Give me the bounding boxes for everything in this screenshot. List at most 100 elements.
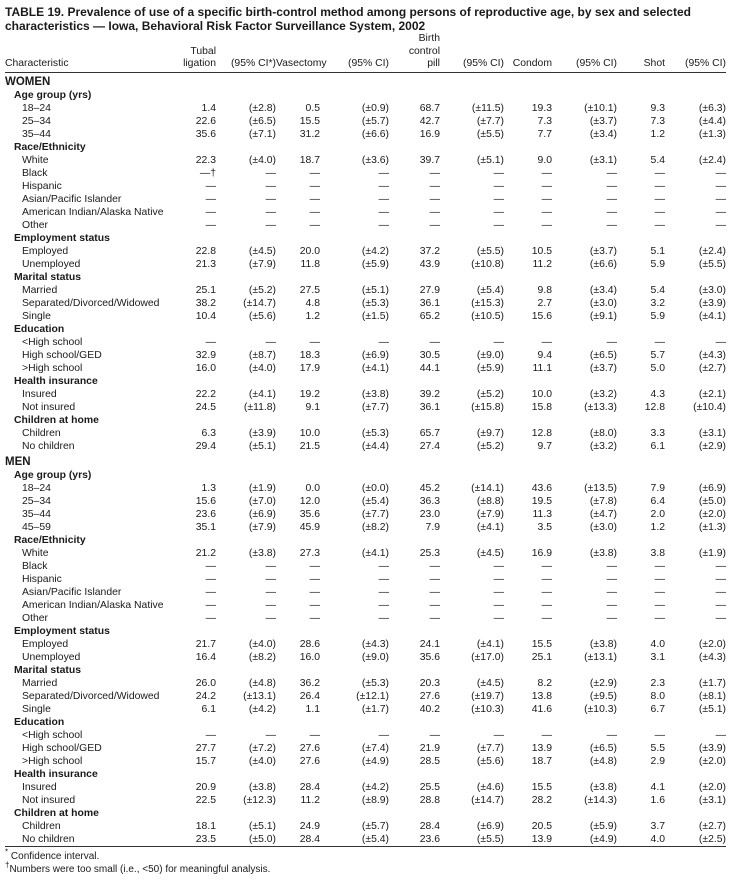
row-label: Hispanic xyxy=(22,180,62,192)
row-label: Married xyxy=(22,284,58,296)
row-label: White xyxy=(22,154,49,166)
table-cell: 7.3 xyxy=(537,115,552,127)
table-cell: 25.5 xyxy=(419,781,440,793)
table-cell: (±5.6) xyxy=(248,310,276,322)
table-title: TABLE 19. Prevalence of use of a specifi… xyxy=(5,5,691,33)
table-row: Employed 21.7 (±4.0) 28.6 (±4.3) 24.1 (±4.1) 15… xyxy=(5,638,726,651)
table-cell: (±7.4) xyxy=(361,742,389,754)
group-label: Age group (yrs) xyxy=(14,469,92,481)
table-cell: (±5.1) xyxy=(361,284,389,296)
table-row: High school/GED 32.9 (±8.7) 18.3 (±6.9) 30.5 (… xyxy=(5,349,726,362)
row-label: Asian/Pacific Islander xyxy=(22,193,122,205)
table-cell: (±4.3) xyxy=(361,638,389,650)
row-label: 35–44 xyxy=(22,128,51,140)
table-cell: — xyxy=(205,336,216,348)
table-cell: (±2.5) xyxy=(698,833,726,845)
row-label: 45–59 xyxy=(22,521,51,533)
table-cell: 5.5 xyxy=(650,742,665,754)
column-header: (95% CI) xyxy=(440,33,504,72)
table-row: Children 6.3 (±3.9) 10.0 (±5.3) 65.7 (±9.7) 12.… xyxy=(5,427,726,440)
table-cell: — xyxy=(654,336,665,348)
section-heading: WOMEN xyxy=(5,72,726,89)
table-cell: 19.2 xyxy=(299,388,320,400)
table-row: Separated/Divorced/Widowed 24.2 (±13.1) 26.… xyxy=(5,690,726,703)
table-cell: — xyxy=(654,206,665,218)
table-cell: — xyxy=(715,599,726,611)
table-cell: 5.4 xyxy=(650,284,665,296)
table-cell: — xyxy=(205,586,216,598)
table-cell: (±5.4) xyxy=(476,284,504,296)
table-cell: 10.5 xyxy=(531,245,552,257)
table-cell: — xyxy=(715,180,726,192)
table-cell: (±2.0) xyxy=(698,755,726,767)
table-cell: (±7.9) xyxy=(476,508,504,520)
table-cell: — xyxy=(493,573,504,585)
table-cell: 7.3 xyxy=(650,115,665,127)
group-heading: Children at home xyxy=(5,807,726,820)
table-cell: 22.2 xyxy=(195,388,216,400)
row-label: Other xyxy=(22,219,48,231)
table-cell: 42.7 xyxy=(419,115,440,127)
table-cell: 11.3 xyxy=(532,508,552,520)
table-row: Asian/Pacific Islander — — — — — — — — — — xyxy=(5,586,726,599)
table-cell: (±14.7) xyxy=(471,794,504,806)
table-cell: — xyxy=(205,206,216,218)
table-cell: (±3.0) xyxy=(589,521,617,533)
table-row: No children 29.4 (±5.1) 21.5 (±4.4) 27.4 (±5.2… xyxy=(5,440,726,453)
table-cell: 2.9 xyxy=(650,755,665,767)
table-cell: — xyxy=(205,560,216,572)
table-cell: — xyxy=(429,560,440,572)
table-cell: — xyxy=(654,729,665,741)
column-header: Condom xyxy=(504,33,552,72)
row-label: Children xyxy=(22,820,61,832)
table-cell: (±7.8) xyxy=(589,495,617,507)
table-cell: — xyxy=(715,167,726,179)
table-cell: — xyxy=(606,167,617,179)
table-row: >High school 16.0 (±4.0) 17.9 (±4.1) 44.1 (±5.… xyxy=(5,362,726,375)
table-cell: (±5.1) xyxy=(248,820,276,832)
table-cell: 16.9 xyxy=(419,128,440,140)
group-label: Race/Ethnicity xyxy=(14,534,86,546)
table-cell: 0.0 xyxy=(305,482,320,494)
table-row: No children 23.5 (±5.0) 28.4 (±5.4) 23.6 (±5.5… xyxy=(5,833,726,846)
table-cell: (±5.5) xyxy=(476,833,504,845)
row-label: Married xyxy=(22,677,58,689)
table-cell: 20.9 xyxy=(195,781,216,793)
group-heading: Health insurance xyxy=(5,768,726,781)
table-cell: 11.8 xyxy=(300,258,320,270)
group-label: Marital status xyxy=(14,664,81,676)
table-cell: (±5.5) xyxy=(698,258,726,270)
table-cell: — xyxy=(606,336,617,348)
table-cell: — xyxy=(541,219,552,231)
table-cell: 13.9 xyxy=(531,833,552,845)
group-heading: Children at home xyxy=(5,414,726,427)
table-cell: (±6.9) xyxy=(476,820,504,832)
table-cell: — xyxy=(606,599,617,611)
table-cell: 24.1 xyxy=(419,638,440,650)
table-cell: 36.2 xyxy=(299,677,320,689)
table-cell: (±10.3) xyxy=(584,703,617,715)
table-cell: 0.5 xyxy=(305,102,320,114)
table-cell: (±8.9) xyxy=(361,794,389,806)
column-header: Vasectomy xyxy=(276,33,327,72)
table-cell: — xyxy=(378,336,389,348)
table-cell: (±7.7) xyxy=(361,508,389,520)
column-header-text: Condom xyxy=(512,58,552,69)
table-cell: — xyxy=(205,612,216,624)
column-header-text: Characteristic xyxy=(5,58,69,69)
header-row: Characteristic Tubal ligation (95% CI*) Vase… xyxy=(5,33,726,72)
footnote-ci: * Confidence interval. xyxy=(5,847,100,862)
table-cell: (±19.7) xyxy=(471,690,504,702)
column-header: (95% CI) xyxy=(552,33,617,72)
table-cell: (±3.8) xyxy=(361,388,389,400)
table-cell: (±3.6) xyxy=(361,154,389,166)
table-cell: 38.2 xyxy=(195,297,216,309)
table-cell: (±4.7) xyxy=(589,508,617,520)
table-row: Children 18.1 (±5.1) 24.9 (±5.7) 28.4 (±6.9) 20… xyxy=(5,820,726,833)
table-cell: (±8.0) xyxy=(589,427,617,439)
table-cell: 27.6 xyxy=(299,755,320,767)
table-cell: — xyxy=(715,612,726,624)
table-cell: — xyxy=(493,167,504,179)
table-cell: 28.4 xyxy=(299,833,320,845)
table-cell: (±1.9) xyxy=(248,482,276,494)
